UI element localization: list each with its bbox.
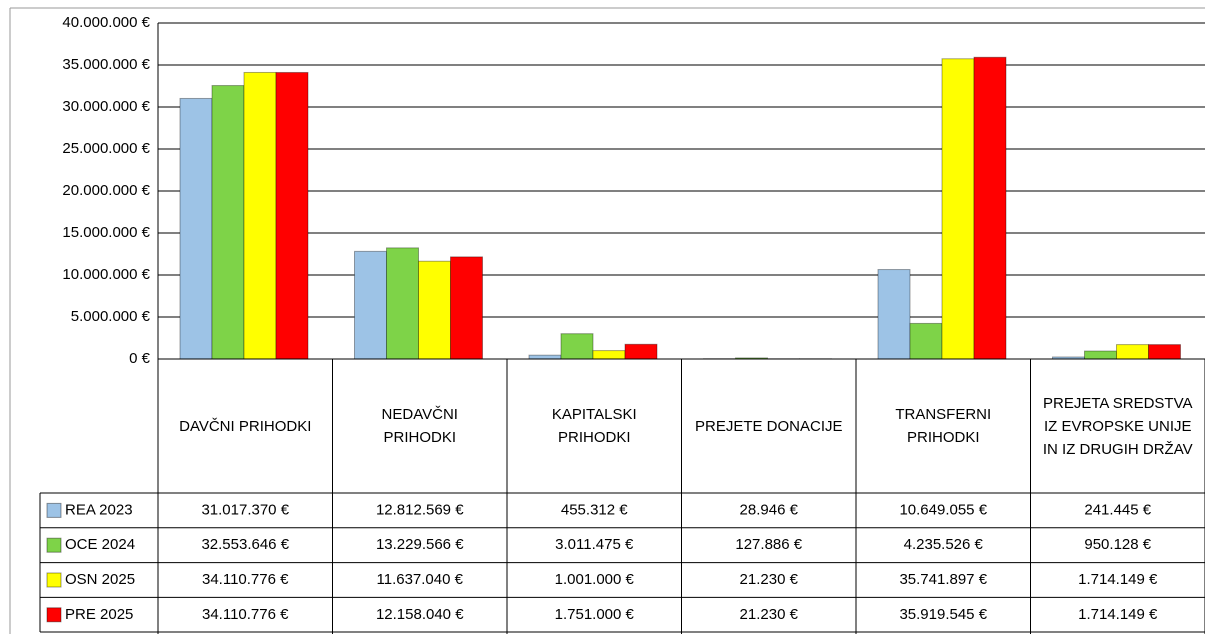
bar: [941, 58, 975, 360]
y-tick-label: 30.000.000 €: [62, 98, 150, 115]
table-cell: 1.714.149 €: [1078, 571, 1158, 588]
table-cell: 12.158.040 €: [376, 606, 464, 623]
table-cell: 455.312 €: [561, 501, 628, 518]
legend-key: [46, 502, 62, 518]
table-cell: 1.751.000 €: [555, 606, 635, 623]
bar: [243, 71, 277, 360]
bar: [450, 256, 483, 360]
table-cell: 10.649.055 €: [899, 501, 987, 518]
legend-key: [46, 607, 62, 623]
table-cell: 21.230 €: [740, 571, 799, 588]
table-cell: 21.230 €: [740, 606, 799, 623]
category-label: KAPITALSKI PRIHODKI: [551, 406, 637, 446]
bar: [386, 247, 419, 360]
bar: [1116, 344, 1149, 360]
bar: [418, 260, 451, 360]
bar: [973, 56, 1007, 360]
category-label: TRANSFERNI PRIHODKI: [895, 406, 992, 446]
bar: [179, 97, 213, 360]
table-cell: 1.714.149 €: [1078, 606, 1158, 623]
y-tick-label: 10.000.000 €: [62, 266, 150, 283]
legend-label: OCE 2024: [65, 536, 135, 553]
legend-key: [46, 572, 62, 588]
category-label: PREJETA SREDSTVA IZ EVROPSKE UNIJE IN IZ…: [1042, 394, 1193, 458]
legend-label: OSN 2025: [65, 571, 135, 588]
table-cell: 35.741.897 €: [899, 571, 987, 588]
legend-label: PRE 2025: [65, 606, 133, 623]
table-cell: 13.229.566 €: [376, 536, 464, 553]
bar: [1148, 344, 1181, 360]
bar: [624, 343, 658, 360]
y-tick-label: 15.000.000 €: [62, 224, 150, 241]
category-label: PREJETE DONACIJE: [694, 417, 843, 435]
legend-label: REA 2023: [65, 501, 133, 518]
bar: [275, 71, 309, 360]
bar: [877, 269, 911, 360]
category-label: NEDAVČNI PRIHODKI: [381, 406, 458, 446]
table-cell: 34.110.776 €: [202, 571, 289, 588]
table-cell: 241.445 €: [1084, 501, 1151, 518]
y-tick-label: 25.000.000 €: [62, 140, 150, 157]
y-tick-label: 5.000.000 €: [71, 308, 151, 325]
bar: [211, 85, 245, 360]
table-cell: 12.812.569 €: [376, 501, 464, 518]
table-cell: 34.110.776 €: [202, 606, 289, 623]
y-tick-label: 0 €: [129, 350, 151, 367]
table-cell: 1.001.000 €: [555, 571, 635, 588]
legend-key: [46, 537, 62, 553]
table-cell: 11.637.040 €: [377, 571, 464, 588]
table-cell: 950.128 €: [1084, 536, 1151, 553]
table-cell: 4.235.526 €: [904, 536, 984, 553]
category-label: DAVČNI PRIHODKI: [179, 417, 312, 435]
table-cell: 32.553.646 €: [201, 536, 289, 553]
bar: [909, 322, 943, 360]
table-cell: 3.011.475 €: [555, 536, 634, 553]
bar: [560, 333, 594, 360]
table-cell: 127.886 €: [735, 536, 802, 553]
y-tick-label: 40.000.000 €: [62, 14, 150, 31]
y-tick-label: 35.000.000 €: [62, 56, 150, 73]
table-cell: 31.017.370 €: [201, 501, 289, 518]
bar: [354, 250, 387, 360]
bar: [1084, 350, 1117, 360]
table-cell: 28.946 €: [740, 501, 799, 518]
bar: [592, 350, 626, 360]
y-tick-label: 20.000.000 €: [62, 182, 150, 199]
table-cell: 35.919.545 €: [899, 606, 987, 623]
